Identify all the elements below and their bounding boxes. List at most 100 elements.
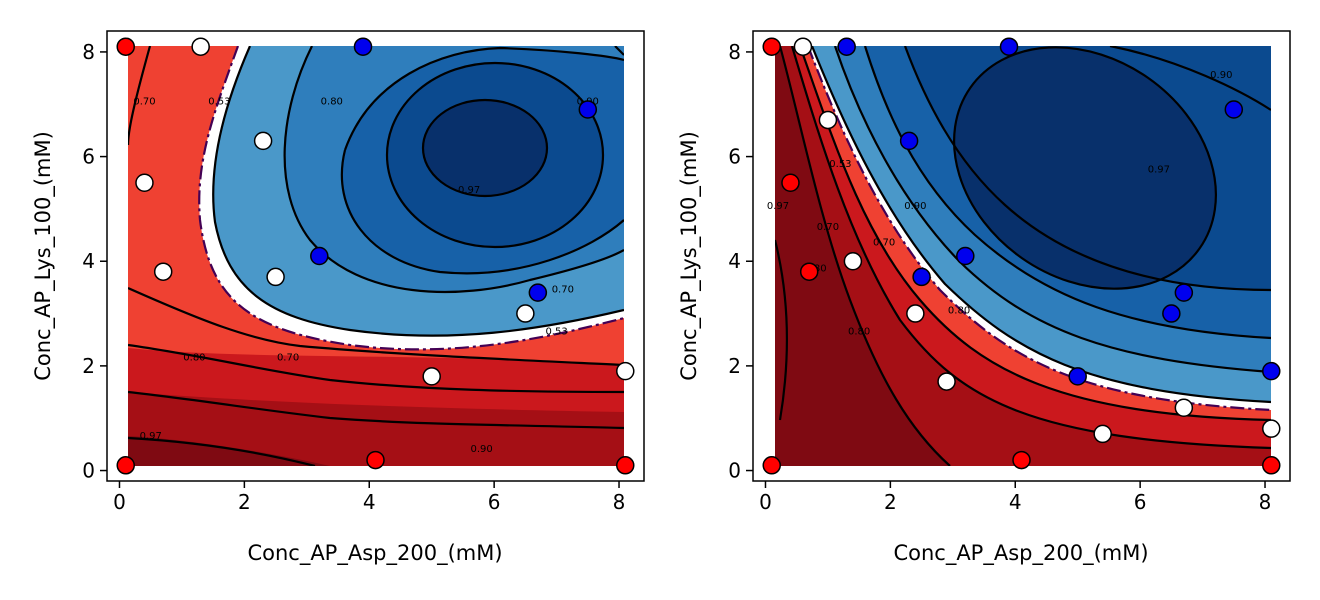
left-x-tick-label: 8 xyxy=(613,490,626,514)
right-point-white xyxy=(1093,424,1112,444)
right-point-white xyxy=(937,372,956,391)
right-line-red-080 xyxy=(798,46,1271,422)
left-region-blue-1 xyxy=(423,100,547,196)
left-x-tick-label: 4 xyxy=(363,490,376,514)
left-line-053 xyxy=(198,46,624,351)
left-point-white xyxy=(516,304,535,323)
right-x-ticks: 0 2 4 6 8 xyxy=(759,481,1271,514)
left-line-070-red xyxy=(128,46,152,146)
right-point-red xyxy=(762,37,781,56)
right-point-white xyxy=(818,110,838,130)
left-contour-label: 0.70 xyxy=(133,96,155,107)
right-point-blue xyxy=(1162,304,1181,323)
right-point-red xyxy=(1262,456,1281,475)
right-point-blue xyxy=(1224,100,1244,119)
left-line-red-070 xyxy=(128,286,624,367)
right-contour-label: 0.80 xyxy=(948,306,970,317)
left-axes-frame xyxy=(106,30,645,482)
left-line-097 xyxy=(421,98,549,198)
right-point-blue xyxy=(912,267,931,287)
right-point-blue xyxy=(999,37,1019,56)
right-point-white xyxy=(793,37,813,56)
right-contour-label: 0.70 xyxy=(817,222,839,233)
left-line-top-right xyxy=(614,46,624,56)
right-line-red-097 xyxy=(778,46,951,466)
left-y-ticks: 0 2 4 6 8 xyxy=(82,40,107,483)
right-chart: 0.900.970.900.700.800.530.700.800.800.97… xyxy=(677,30,1291,566)
right-point-red xyxy=(799,262,819,281)
right-y-ticks: 0 2 4 6 8 xyxy=(728,40,753,483)
right-y-tick-label: 8 xyxy=(728,40,741,64)
right-y-axis-label: Conc_AP_Lys_100_(mM) xyxy=(677,131,702,381)
left-y-axis-label: Conc_AP_Lys_100_(mM) xyxy=(31,131,56,381)
right-line-090 xyxy=(903,46,1271,292)
right-y-tick-label: 6 xyxy=(728,145,741,169)
left-point-red xyxy=(616,456,635,475)
left-points xyxy=(116,37,635,475)
left-y-tick-label: 6 xyxy=(82,145,95,169)
right-line-053-edge xyxy=(810,46,1271,404)
right-line-090-top xyxy=(1109,46,1271,111)
right-point-blue xyxy=(1068,367,1087,386)
left-point-white xyxy=(616,361,635,381)
right-point-blue xyxy=(899,131,919,151)
right-points xyxy=(762,37,1281,475)
left-y-tick-label: 4 xyxy=(82,249,95,273)
left-line-080 xyxy=(343,46,624,151)
left-x-tick-label: 2 xyxy=(238,490,251,514)
right-filled-contours xyxy=(775,46,1271,466)
right-contour-label: 0.90 xyxy=(904,201,926,212)
right-point-white xyxy=(843,251,863,271)
right-line-070 xyxy=(833,46,1271,374)
right-contour-label: 0.80 xyxy=(848,326,870,337)
left-y-tick-label: 8 xyxy=(82,40,95,64)
right-point-white xyxy=(1262,419,1281,438)
left-contour-label: 0.80 xyxy=(183,353,205,364)
right-line-left-red xyxy=(775,239,789,421)
left-point-blue xyxy=(578,100,598,119)
left-point-blue xyxy=(353,37,373,56)
left-line-070 xyxy=(283,46,624,294)
right-line-097 xyxy=(953,46,1217,290)
right-contour-label: 0.97 xyxy=(1148,164,1170,175)
right-x-tick-label: 6 xyxy=(1134,490,1147,514)
left-point-blue xyxy=(310,246,329,266)
left-chart: 0.70 0.53 0.80 0.90 0.97 0.70 0.53 0.70 0.80 0.97… xyxy=(31,30,645,566)
right-line-053 xyxy=(806,46,1271,412)
left-line-080-lower xyxy=(340,149,624,275)
left-point-white xyxy=(135,173,154,192)
right-x-tick-label: 8 xyxy=(1259,490,1272,514)
left-point-white xyxy=(266,267,285,287)
left-contour-label: 0.70 xyxy=(552,285,574,296)
left-x-axis-label: Conc_AP_Asp_200_(mM) xyxy=(247,541,502,566)
left-line-red-097 xyxy=(128,436,316,466)
left-point-white xyxy=(153,262,173,281)
left-contour-label: 0.70 xyxy=(277,353,299,364)
left-region-red-3 xyxy=(128,392,624,466)
left-contour-label: 0.90 xyxy=(471,444,493,455)
left-x-tick-label: 0 xyxy=(113,490,126,514)
left-line-red-090 xyxy=(128,390,624,430)
left-point-red xyxy=(116,37,135,56)
right-x-tick-label: 4 xyxy=(1009,490,1022,514)
right-contour-label: 0.90 xyxy=(1210,70,1232,81)
left-point-white xyxy=(191,37,210,56)
right-contour-label: 0.70 xyxy=(873,238,895,249)
left-point-red xyxy=(366,450,385,470)
left-line-053-edge xyxy=(212,46,624,337)
right-line-080 xyxy=(863,46,1271,340)
left-point-red xyxy=(116,456,135,475)
right-point-blue xyxy=(1262,361,1281,381)
left-point-blue xyxy=(528,283,548,302)
left-x-ticks: 0 2 4 6 8 xyxy=(113,481,625,514)
right-point-red xyxy=(1012,450,1031,470)
right-point-blue xyxy=(1174,283,1194,302)
right-point-white xyxy=(1174,398,1194,417)
right-contour-label: 0.97 xyxy=(767,201,789,212)
right-axes-frame xyxy=(752,30,1291,482)
right-point-red xyxy=(781,173,800,192)
right-x-axis-label: Conc_AP_Asp_200_(mM) xyxy=(893,541,1148,566)
left-contour-label: 0.53 xyxy=(208,96,230,107)
right-point-blue xyxy=(956,246,975,266)
